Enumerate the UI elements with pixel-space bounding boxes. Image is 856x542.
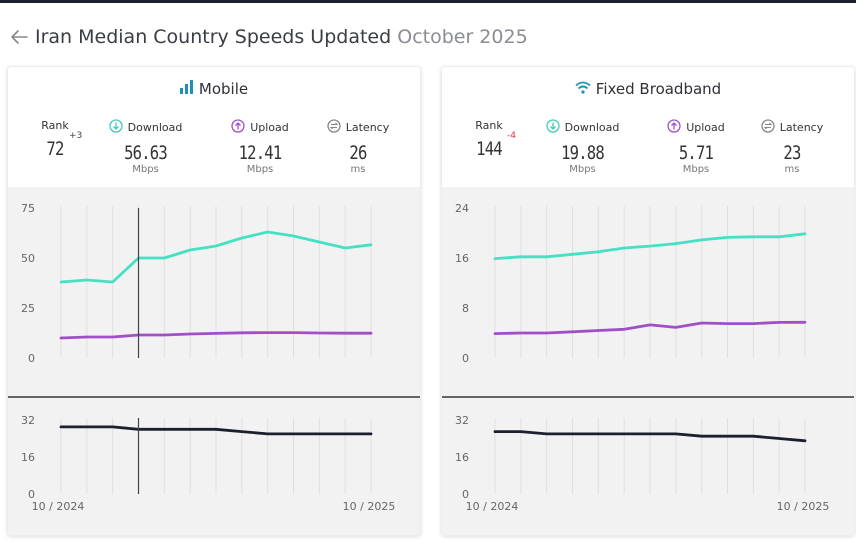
fixed-upload-label: Upload (686, 121, 725, 134)
fixed-x-start-label: 10 / 2024 (466, 500, 519, 513)
fixed-download: Download 19.88 Mbps (540, 119, 625, 175)
fixed-rank-change: -4 (507, 131, 516, 141)
fixed-x-end-label: 10 / 2025 (777, 500, 830, 513)
mobile-rank-change: +3 (69, 131, 83, 141)
fixed-chart-area[interactable]: 0 8 16 24 0 16 32 10 / 2024 10 / 2025 (442, 187, 854, 536)
fixed-card-header: Fixed Broadband Rank 144 -4 Download 19.… (442, 67, 854, 187)
mobile-speed-ytick-label: 75 (21, 202, 35, 215)
back-arrow-icon[interactable] (8, 26, 30, 48)
mobile-rank: Rank 72 (30, 119, 80, 160)
mobile-speed-ytick-label: 0 (28, 352, 35, 365)
mobile-chart[interactable]: 0 25 50 75 0 16 32 10 / 2024 10 / 2025 (8, 187, 420, 536)
fixed-speed-ytick-label: 24 (455, 202, 469, 215)
fixed-latency: Latency 23 ms (759, 119, 825, 175)
mobile-download-value: 56.63 (124, 142, 168, 164)
mobile-x-end-label: 10 / 2025 (343, 500, 396, 513)
page-title-main: Iran Median Country Speeds Updated (35, 26, 392, 48)
fixed-download-value: 19.88 (561, 142, 605, 164)
fixed-card: Fixed Broadband Rank 144 -4 Download 19.… (441, 66, 855, 536)
fixed-latency-ytick-label: 0 (462, 488, 469, 501)
mobile-upload-value: 12.41 (238, 142, 283, 164)
mobile-latency-label: Latency (345, 121, 390, 134)
mobile-latency-value: 26 (349, 142, 367, 164)
fixed-rank-value: 144 (476, 138, 503, 160)
fixed-title-label: Fixed Broadband (595, 80, 722, 98)
mobile-upload-unit: Mbps (246, 164, 274, 175)
page-title-date: October 2025 (397, 26, 528, 48)
fixed-upload-unit: Mbps (682, 164, 710, 175)
fixed-speed-ytick-label: 0 (462, 352, 469, 365)
fixed-download-label: Download (564, 121, 620, 134)
fixed-chart[interactable]: 0 8 16 24 0 16 32 10 / 2024 10 / 2025 (442, 187, 854, 536)
mobile-latency-ytick-label: 16 (21, 451, 35, 464)
download-icon (546, 119, 560, 136)
mobile-chart-area[interactable]: 0 25 50 75 0 16 32 10 / 2024 10 / 2025 (8, 187, 420, 536)
fixed-latency-label: Latency (779, 121, 824, 134)
mobile-download-label: Download (127, 121, 183, 134)
mobile-card: Mobile Rank 72 +3 Download 56.63 Mbps Up… (7, 66, 421, 536)
mobile-title: Mobile (8, 80, 420, 98)
upload-icon (667, 119, 681, 136)
download-icon (109, 119, 123, 136)
fixed-speed-ytick-label: 8 (462, 302, 469, 315)
fixed-upload: Upload 5.71 Mbps (656, 119, 736, 175)
mobile-upload-label: Upload (250, 121, 289, 134)
mobile-download-unit: Mbps (132, 164, 159, 175)
mobile-rank-value: 72 (46, 138, 64, 160)
fixed-download-unit: Mbps (569, 164, 596, 175)
fixed-latency-ytick-label: 16 (455, 451, 469, 464)
wifi-icon (575, 80, 591, 98)
top-border (0, 0, 856, 3)
fixed-upload-value: 5.71 (678, 142, 714, 164)
signal-bars-icon (179, 80, 194, 98)
fixed-rank-label: Rank (475, 119, 503, 132)
mobile-speed-ytick-label: 50 (21, 252, 35, 265)
latency-icon (327, 119, 341, 136)
page-header: Iran Median Country Speeds Updated Octob… (8, 22, 528, 52)
mobile-title-label: Mobile (198, 80, 249, 98)
mobile-card-header: Mobile Rank 72 +3 Download 56.63 Mbps Up… (8, 67, 420, 187)
mobile-latency-ytick-label: 0 (28, 488, 35, 501)
fixed-rank: Rank 144 (464, 119, 514, 160)
upload-icon (231, 119, 245, 136)
fixed-latency-unit: ms (784, 164, 800, 175)
mobile-speed-ytick-label: 25 (21, 302, 35, 315)
latency-icon (761, 119, 775, 136)
mobile-x-start-label: 10 / 2024 (32, 500, 85, 513)
mobile-latency-unit: ms (350, 164, 366, 175)
fixed-title: Fixed Broadband (442, 80, 854, 98)
mobile-upload: Upload 12.41 Mbps (220, 119, 300, 175)
page-title: Iran Median Country Speeds Updated Octob… (35, 26, 528, 48)
fixed-latency-value: 23 (783, 142, 801, 164)
mobile-download: Download 56.63 Mbps (103, 119, 188, 175)
mobile-rank-label: Rank (41, 119, 69, 132)
mobile-latency-ytick-label: 32 (21, 414, 35, 427)
mobile-latency: Latency 26 ms (325, 119, 391, 175)
fixed-latency-ytick-label: 32 (455, 414, 469, 427)
fixed-speed-ytick-label: 16 (455, 252, 469, 265)
